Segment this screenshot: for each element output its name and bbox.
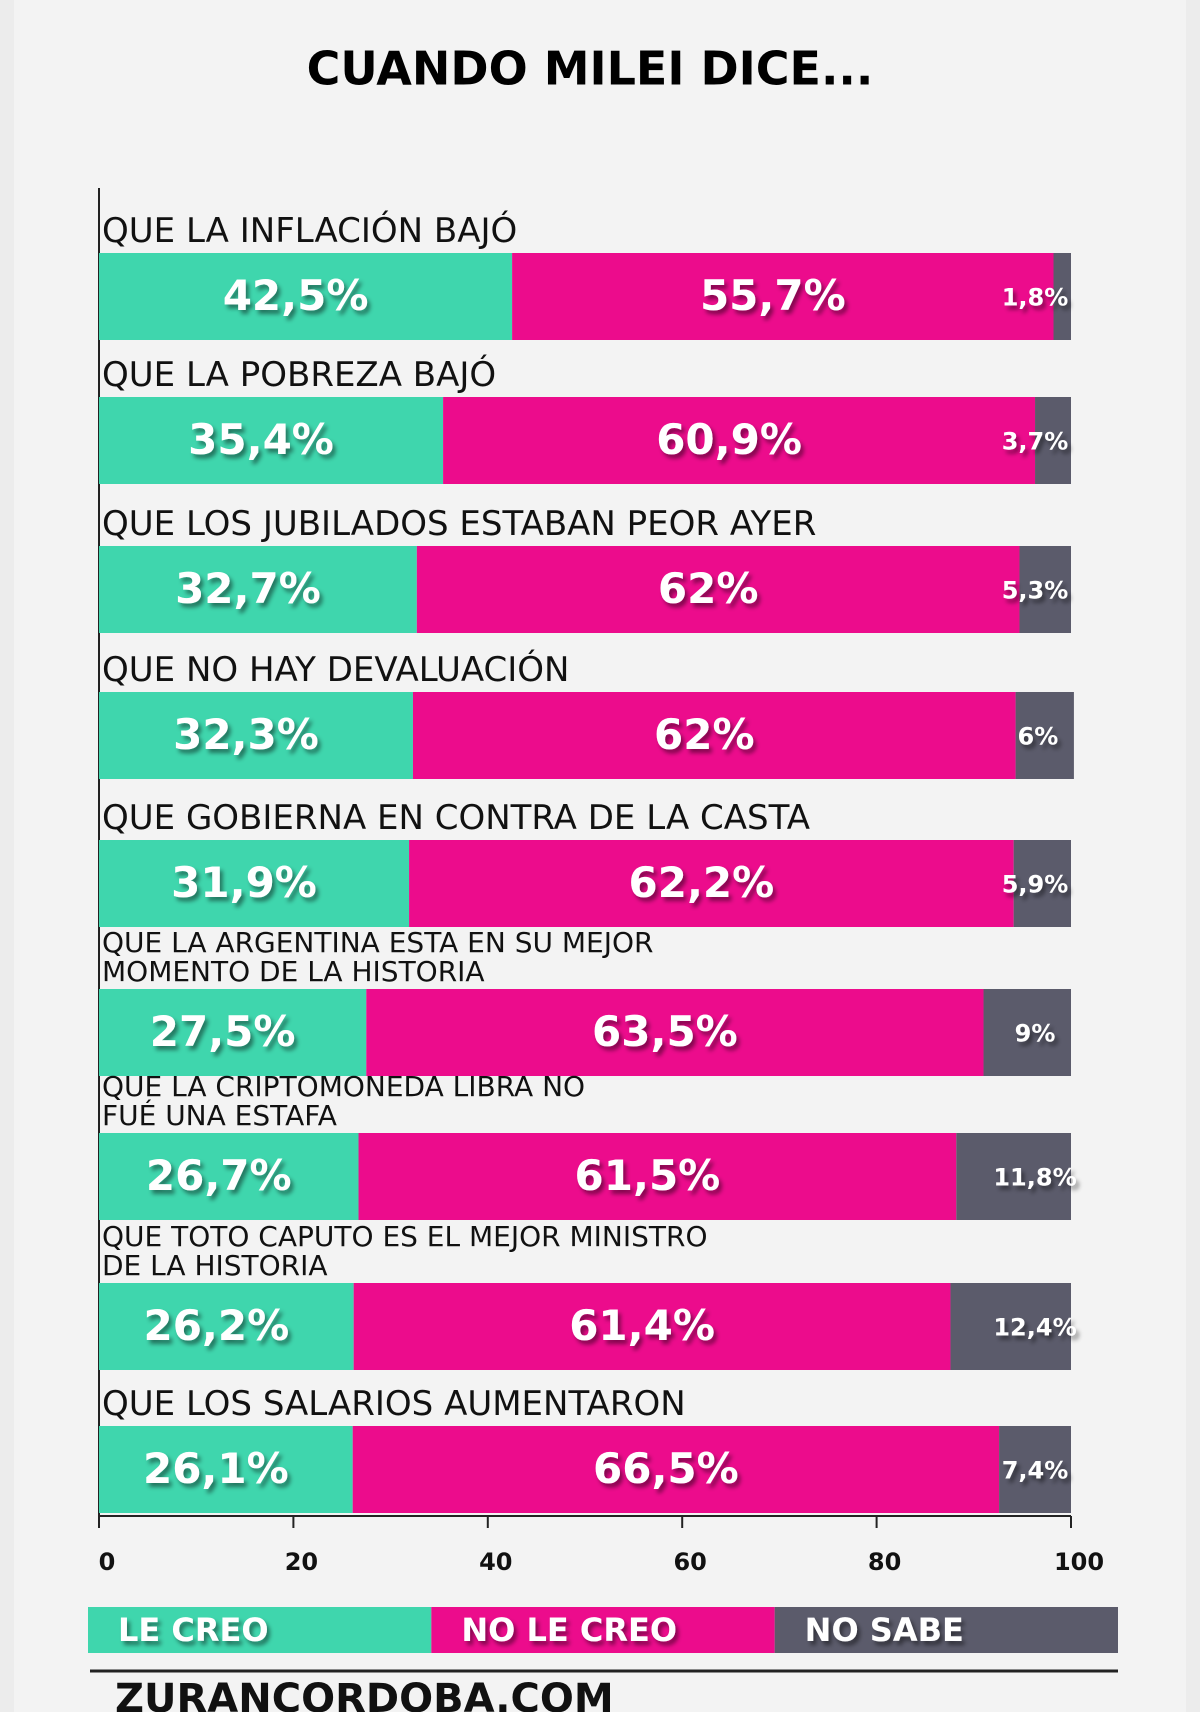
value-label: 31,9% — [171, 858, 317, 907]
bar-segment — [999, 1426, 1071, 1513]
bar-segment — [352, 1426, 1000, 1513]
category-label: QUE LOS SALARIOS AUMENTARON — [102, 1384, 686, 1424]
chart-title: CUANDO MILEI DICE... — [307, 42, 874, 96]
legend-label: LE CREO — [118, 1611, 269, 1649]
source: ZURANCORDOBA.COM — [115, 1676, 614, 1712]
bar-segment — [443, 397, 1036, 484]
value-label: 6% — [1018, 723, 1059, 751]
bar-segment — [409, 840, 1014, 927]
value-label: 7,4% — [1002, 1457, 1069, 1485]
legend-swatch — [88, 1607, 432, 1653]
bar-segment — [99, 1426, 353, 1513]
value-label: 35,4% — [188, 415, 334, 464]
x-tick-label: 0 — [99, 1548, 116, 1576]
value-label: 63,5% — [592, 1007, 738, 1056]
x-tick-label: 60 — [673, 1548, 706, 1576]
x-tick-label: 100 — [1054, 1548, 1104, 1576]
legend-swatch — [774, 1607, 1118, 1653]
value-label: 11,8% — [993, 1164, 1076, 1192]
bar-segment — [512, 253, 1054, 340]
value-label: 62,2% — [629, 858, 775, 907]
bar-segment — [99, 1133, 359, 1220]
bar-segment — [412, 692, 1016, 779]
category-label: QUE GOBIERNA EN CONTRA DE LA CASTA — [102, 798, 810, 838]
category-label: QUE TOTO CAPUTO ES EL MEJOR MINISTRO DE … — [102, 1220, 708, 1282]
category-label: QUE LA INFLACIÓN BAJÓ — [102, 211, 518, 251]
bar-segment — [416, 546, 1020, 633]
value-label: 26,7% — [146, 1151, 292, 1200]
value-label: 32,7% — [175, 564, 321, 613]
value-label: 62% — [658, 564, 759, 613]
bar-segment — [99, 546, 417, 633]
value-label: 26,1% — [143, 1444, 289, 1493]
value-label: 60,9% — [656, 415, 802, 464]
bar-segment — [353, 1283, 951, 1370]
value-label: 12,4% — [993, 1314, 1076, 1342]
bar-segment — [950, 1283, 1071, 1370]
bar-segment — [99, 253, 513, 340]
value-label: 26,2% — [143, 1301, 289, 1350]
value-label: 27,5% — [150, 1007, 296, 1056]
bar-segment — [99, 1283, 354, 1370]
x-tick-label: 80 — [868, 1548, 901, 1576]
value-label: 5,9% — [1002, 871, 1069, 899]
bar-segment — [1015, 692, 1074, 779]
bar-segment — [1053, 253, 1071, 340]
legend-label: NO SABE — [805, 1611, 964, 1649]
value-label: 66,5% — [593, 1444, 739, 1493]
bar-segment — [1019, 546, 1071, 633]
value-label: 61,5% — [575, 1151, 721, 1200]
legend-swatch — [431, 1607, 775, 1653]
bar-segment — [366, 989, 984, 1076]
value-label: 55,7% — [700, 271, 846, 320]
bar-segment — [99, 397, 444, 484]
value-label: 42,5% — [223, 271, 369, 320]
bar-segment — [99, 840, 410, 927]
category-label: QUE LOS JUBILADOS ESTABAN PEOR AYER — [102, 504, 817, 544]
value-label: 32,3% — [173, 710, 319, 759]
x-tick-label: 20 — [285, 1548, 318, 1576]
category-label: QUE NO HAY DEVALUACIÓN — [102, 650, 570, 690]
value-label: 61,4% — [569, 1301, 715, 1350]
legend-label: NO LE CREO — [461, 1611, 677, 1649]
bar-segment — [1013, 840, 1071, 927]
bar-segment — [1035, 397, 1071, 484]
value-label: 62% — [654, 710, 755, 759]
value-label: 1,8% — [1002, 284, 1069, 312]
category-label: QUE LA ARGENTINA ESTA EN SU MEJOR MOMENT… — [102, 926, 654, 988]
bar-segment — [983, 989, 1071, 1076]
bar-segment — [956, 1133, 1071, 1220]
value-label: 3,7% — [1002, 428, 1069, 456]
bar-segment — [99, 989, 367, 1076]
x-tick-label: 40 — [479, 1548, 512, 1576]
bar-segment — [99, 692, 413, 779]
value-label: 9% — [1015, 1020, 1056, 1048]
value-label: 5,3% — [1002, 577, 1069, 605]
bar-segment — [358, 1133, 957, 1220]
category-label: QUE LA POBREZA BAJÓ — [102, 355, 497, 395]
category-label: QUE LA CRIPTOMONEDA LIBRA NO FUÉ UNA EST… — [102, 1070, 586, 1132]
